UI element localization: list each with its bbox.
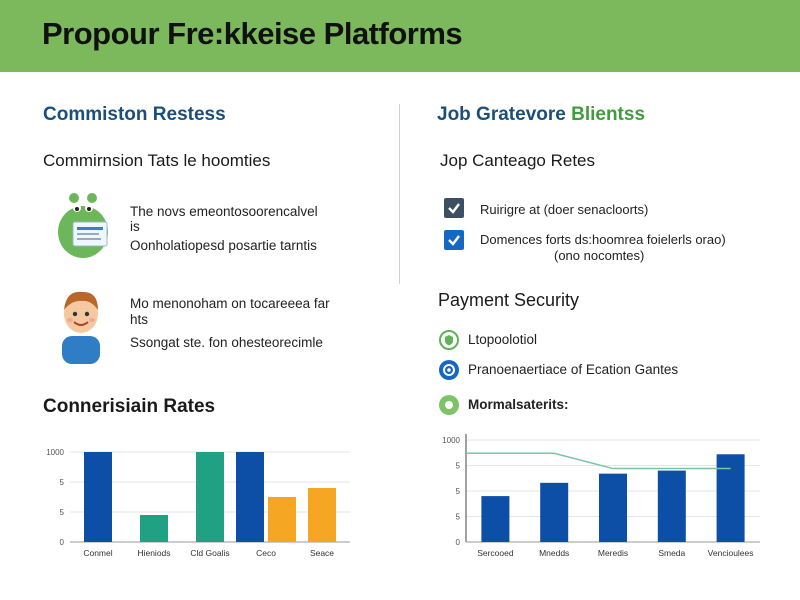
boy-avatar-icon: [56, 288, 106, 364]
shield-icon: [439, 330, 459, 350]
bar: [140, 515, 168, 542]
right-bar-chart: 1000 5 5 5 0 Sercooed Mnedds Meredis Smeda Vencio…: [430, 430, 770, 570]
security-item-1-label: Ltopoolotiol: [468, 332, 538, 347]
checkbox-2-label: Domences forts ds:hoomrea foielerls orao…: [480, 232, 726, 247]
trend-line: [466, 452, 731, 470]
left-item-2-line1: Mo menonoham on tocareeea far: [130, 296, 330, 311]
y-tick-label: 5: [456, 513, 461, 522]
left-section-title: Commiston Restess: [43, 104, 226, 125]
x-tick-label: Sercooed: [477, 548, 514, 558]
page-title: Propour Fre:kkeise Platforms: [42, 16, 463, 51]
monster-document-icon: [55, 190, 109, 260]
bar: [657, 470, 686, 542]
x-tick-label: Seace: [310, 548, 334, 558]
x-tick-label: Conmel: [83, 548, 112, 558]
checkbox-2[interactable]: [444, 230, 464, 250]
x-tick-label: Cld Goalis: [190, 548, 229, 558]
y-tick-label: 5: [60, 478, 65, 487]
check-icon: [448, 203, 460, 214]
check-icon: [448, 235, 460, 246]
y-tick-label: 5: [456, 487, 461, 496]
right-section-title: Job Gratevore Blientss: [437, 104, 645, 126]
y-tick-label: 0: [456, 538, 461, 547]
lock-icon: [439, 360, 459, 380]
security-item-2-label: Pranoenaertiace of Ecation Gantes: [468, 362, 679, 377]
bar: [196, 452, 224, 542]
left-bar-chart: 1000 5 5 0 Conmel Hieniods Cld Goalis Ceco Seace: [40, 440, 360, 570]
x-tick-label: Hieniods: [137, 548, 170, 558]
left-item-2-line1b: hts: [130, 312, 149, 327]
right-section-title-b: Blientss: [571, 104, 646, 125]
x-tick-label: Mnedds: [539, 548, 569, 558]
bar: [716, 454, 745, 542]
checkbox-1-label: Ruirigre at (doer senacloorts): [480, 202, 649, 217]
bar: [308, 488, 336, 542]
x-tick-label: Ceco: [256, 548, 276, 558]
checkbox-2-label2: (ono nocomtes): [554, 248, 645, 263]
bar: [481, 496, 510, 542]
left-subsection-title: Commirnsion Tats le hoomties: [43, 151, 271, 170]
right-section-title-a: Job Gratevore: [437, 104, 566, 125]
bar: [540, 482, 569, 542]
left-item-1-line1b: is: [130, 219, 140, 234]
x-tick-label: Meredis: [598, 548, 628, 558]
x-tick-label: Vencioulees: [708, 548, 754, 558]
left-item-1-line1: The novs emeontosoorencalvel: [130, 204, 318, 219]
payment-security-title: Payment Security: [438, 290, 580, 310]
bar: [599, 473, 627, 542]
checkbox-1[interactable]: [444, 198, 464, 218]
bar: [236, 452, 264, 542]
bar: [84, 452, 112, 542]
y-tick-label: 5: [456, 462, 461, 471]
left-item-2-line2: Ssongat ste. fon ohesteorecimle: [130, 335, 323, 350]
left-chart-title: Connerisiain Rates: [43, 396, 216, 417]
header-banner: Propour Fre:kkeise Platforms: [0, 0, 800, 72]
left-item-1-line2: Oonholatiopesd posartie tarntis: [130, 238, 317, 253]
security-item-3-label: Mormalsaterits:: [468, 397, 569, 412]
right-subsection-title: Jop Canteago Retes: [440, 151, 595, 170]
y-tick-label: 1000: [46, 448, 64, 457]
check-circle-icon: [439, 395, 459, 415]
bar: [268, 497, 296, 542]
y-tick-label: 0: [60, 538, 65, 547]
column-divider: [399, 104, 400, 284]
x-tick-label: Smeda: [658, 548, 685, 558]
y-tick-label: 1000: [442, 436, 460, 445]
y-tick-label: 5: [60, 508, 65, 517]
